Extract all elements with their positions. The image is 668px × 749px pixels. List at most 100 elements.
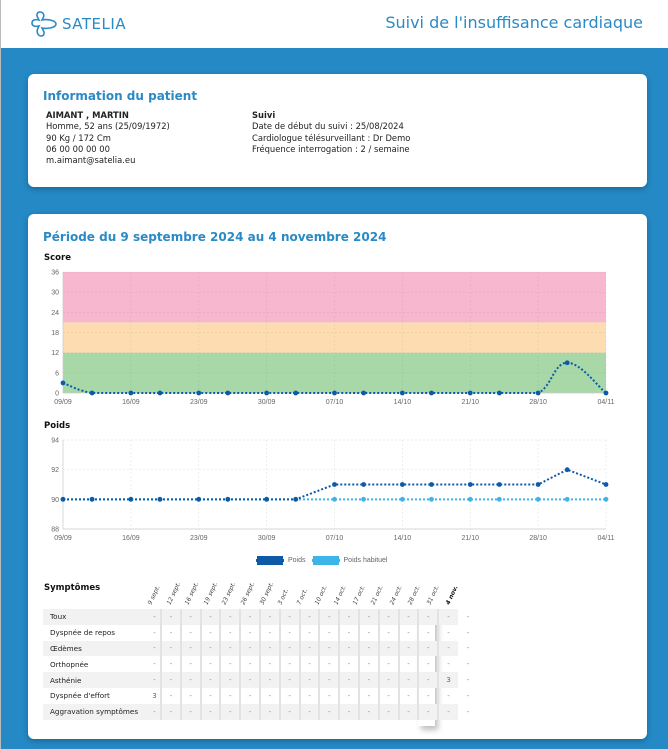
x-tick-label: 14/10 [394,535,412,542]
symptom-value-cell: - [417,672,439,688]
data-point [361,496,366,502]
symptom-value-cell: - [160,672,181,688]
data-point [535,496,541,502]
symptom-value-cell: - [397,624,419,641]
symptom-value-cell: - [219,640,241,657]
symptoms-column-header: 9 sept. [146,584,162,606]
data-point [157,496,163,502]
symptom-value-cell: - [239,640,260,657]
y-tick-label: 0 [55,391,59,398]
data-point [535,482,541,487]
symptom-value-cell: - [397,703,419,720]
data-point [293,390,299,396]
symptom-value-cell: - [160,703,181,720]
symptom-value-cell: - [239,703,260,720]
x-tick-label: 14/10 [394,399,412,406]
symptom-value-cell: - [153,628,156,637]
symptom-row: Asthénie - - - - - - - - - - - - - - -3- [43,672,478,688]
symptom-value-cell: - [179,609,201,625]
symptoms-column-header: 21 oct. [369,584,385,606]
x-tick-label: 30/09 [258,399,276,406]
follow-up-start-date: Date de début du suivi : 25/08/2024 [252,121,404,132]
symptom-value-cell: - [258,609,280,625]
zone-band-green [63,352,606,393]
symptom-value-cell: - [377,687,399,704]
symptom-value-cell: - [258,624,280,641]
symptom-value-cell: - [298,624,320,641]
y-tick-label: 94 [51,438,59,445]
symptoms-column-header: 23 sept. [221,580,238,606]
symptom-value-cell: - [160,624,181,641]
x-tick-label: 04/11 [598,399,615,406]
symptom-value-cell: - [377,609,399,625]
y-tick-label: 24 [51,310,59,317]
symptom-value-cell: - [437,640,458,657]
x-tick-label: 16/09 [122,535,140,542]
y-tick-label: 6 [55,370,59,377]
symptom-value-cell: - [258,640,280,657]
y-tick-label: 18 [51,330,59,337]
y-tick-label: 88 [51,527,59,534]
symptom-value-cell: - [318,624,340,641]
data-point [196,496,202,502]
symptom-row: Dyspnée d'effort 3- - - - - - - - - - - - - - - - [43,687,478,704]
legend-item-poids[interactable]: Poids [256,556,306,565]
x-tick-label: 28/10 [529,535,547,542]
patient-email[interactable]: m.aimant@satelia.eu [46,155,136,166]
symptom-name: Aggravation symptômes [43,703,149,720]
symptom-row: Orthopnée - - - - - - - - - - - - - - - - - [43,656,478,673]
data-point [535,390,541,396]
data-point [332,482,337,487]
x-tick-label: 04/11 [598,535,615,542]
symptoms-column-header: 10 oct. [314,584,330,606]
data-point [332,390,337,396]
symptoms-title: Symptômes [44,583,101,593]
symptom-value-cell: - [397,609,419,625]
data-point [361,482,366,487]
symptom-value-cell: - [357,703,379,720]
symptom-value-cell: - [239,609,260,625]
symptoms-column-header: 24 oct. [388,584,404,606]
symptoms-column-header: 14 oct. [332,584,348,606]
patient-demographics: Homme, 52 ans (25/09/1972) [46,121,170,132]
data-point [264,390,270,396]
symptom-row: Toux - - - - - - - - - - - - - - - - - [43,609,478,625]
symptom-name: Asthénie [43,672,149,688]
patient-info-card: Information du patient AIMANT , MARTIN H… [28,74,647,187]
symptom-row: Aggravation symptômes - - - - - - - - - - - - - - - - - [43,703,478,720]
symptom-value-cell: - [160,609,181,625]
symptom-value-cell: - [219,624,241,641]
data-point [60,496,66,502]
symptom-name: Œdèmes [43,640,149,657]
data-point [467,496,473,502]
symptom-value-cell: - [219,703,241,720]
symptoms-column-headers: 9 sept. 12 sept. 16 sept. 19 sept. 23 sept. 2… [141,578,460,608]
data-point [225,496,231,502]
symptoms-column-header: 30 sept. [258,580,275,606]
series-line-poids [63,468,607,501]
data-point [361,390,366,396]
symptom-value-cell: - [149,640,161,657]
symptom-value-cell: - [258,687,280,704]
legend-item-poids-habituel[interactable]: Poids habituel [311,556,388,565]
x-tick-label: 28/10 [529,399,547,406]
symptom-value-cell: - [160,656,181,673]
symptoms-column-header: 12 sept. [165,580,182,606]
symptom-value-cell: - [397,672,419,688]
symptom-value-cell: - [318,640,340,657]
symptom-value-cell: - [318,672,340,688]
symptom-value-cell: - [199,656,221,673]
symptom-value-cell: - [153,660,156,669]
data-point [332,496,337,502]
symptom-value-cell: - [417,609,439,625]
symptom-value-cell: - [457,687,478,704]
x-tick-label: 30/09 [258,535,276,542]
symptom-value-cell: - [278,640,300,657]
symptom-value-cell: - [179,672,201,688]
symptom-value-cell: - [338,624,359,641]
symptom-value-cell: - [457,656,478,673]
symptom-value-cell: - [258,656,280,673]
symptom-value-cell: - [397,640,419,657]
symptom-value-cell: - [338,703,359,720]
